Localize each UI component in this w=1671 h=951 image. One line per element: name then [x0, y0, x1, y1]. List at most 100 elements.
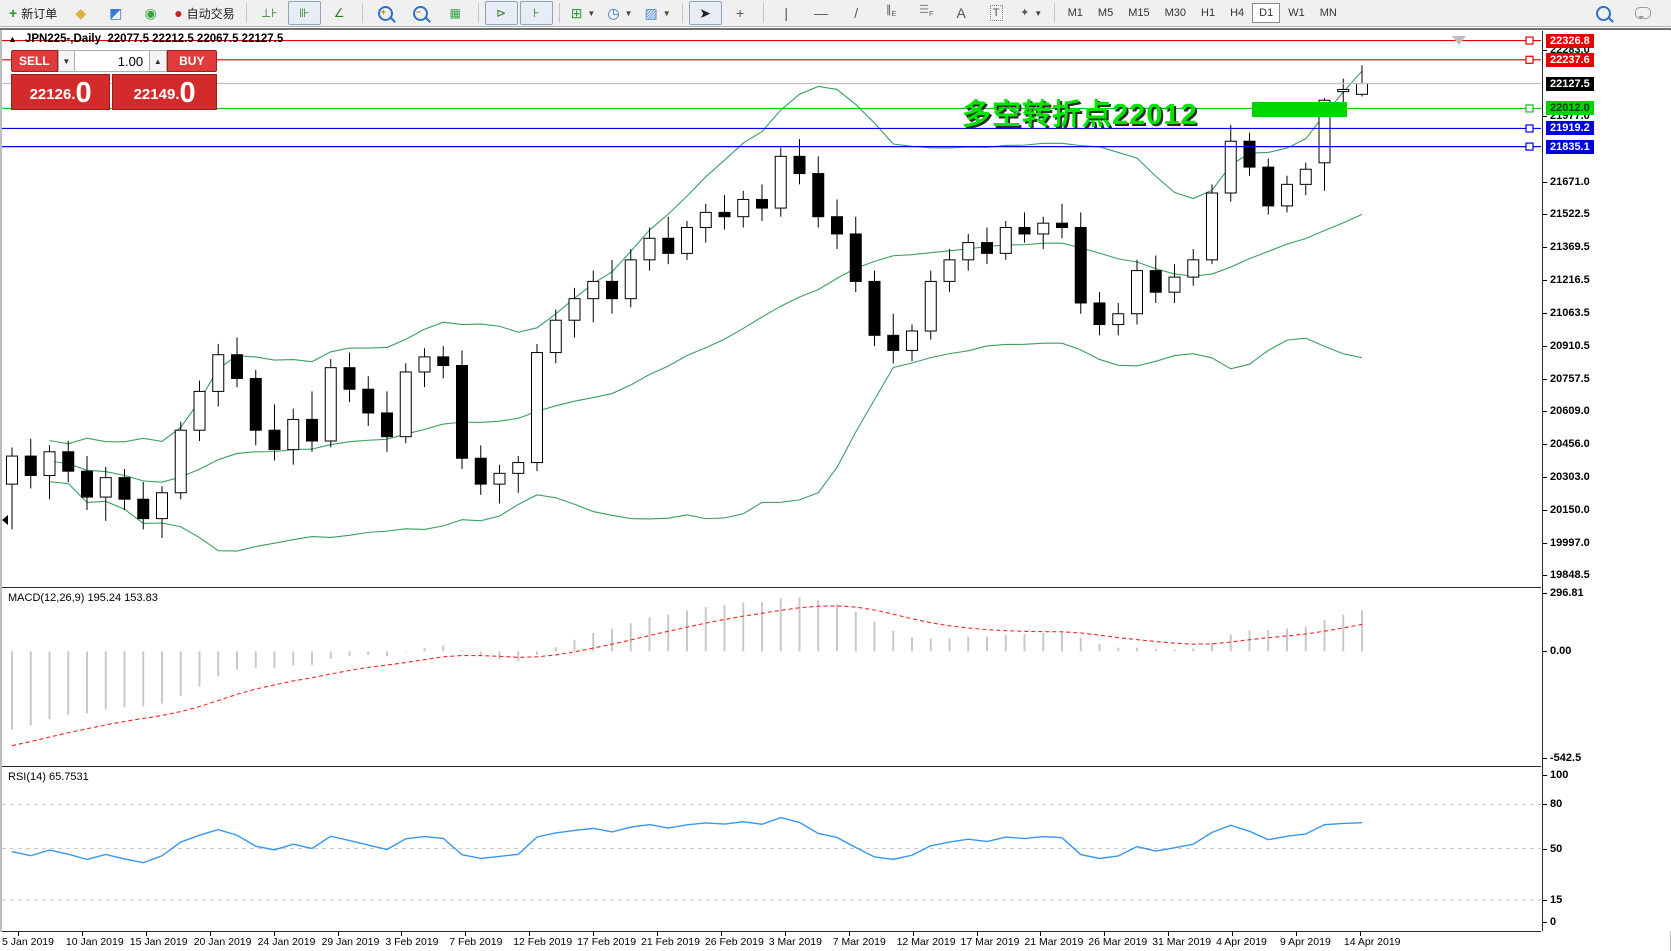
candlestick-chart-button[interactable]: ⊪ [287, 1, 321, 25]
text-label-button[interactable]: T [980, 1, 1013, 25]
toolbar-separator [681, 3, 683, 23]
one-click-trading-panel: SELL ▼ ▲ BUY 22126.0 22149.0 [11, 50, 217, 110]
timeframe-d1-button[interactable]: D1 [1252, 3, 1281, 23]
rsi-tick-label: 15 [1550, 893, 1563, 906]
buy-price-big-digit: 0 [179, 77, 196, 109]
new-chart-dropdown[interactable]: ⊞ ▼ [566, 1, 601, 25]
candle-body [568, 298, 581, 321]
price-tick-label: 21369.5 [1550, 241, 1590, 253]
period-dropdown[interactable]: ◷ ▼ [602, 1, 637, 25]
price-tick-label: 21671.0 [1550, 175, 1590, 188]
candle-body [1168, 276, 1181, 293]
candle-body [174, 429, 187, 494]
sell-price-big-digit: 0 [75, 77, 92, 109]
new-chart-icon: ⊞ [570, 5, 583, 21]
candle-body [437, 356, 450, 367]
auto-scroll-button[interactable]: ⊳ [484, 1, 518, 25]
macd-tick-label: 296.81 [1550, 587, 1584, 599]
timeframe-m15-button[interactable]: M15 [1128, 7, 1150, 19]
horizontal-line-button[interactable]: — [805, 1, 838, 25]
macd-canvas [11, 597, 1363, 747]
timeframe-m1-button[interactable]: M1 [1067, 7, 1083, 19]
sell-price-int: 22126 [29, 86, 72, 103]
axis-tick-mark [1543, 312, 1547, 314]
sell-price[interactable]: 22126. 0 [11, 74, 111, 110]
timeframe-m5-button[interactable]: M5 [1097, 7, 1114, 19]
auto-trading-button[interactable]: ● 自动交易 [169, 1, 239, 25]
candle-body [868, 280, 881, 336]
buy-price[interactable]: 22149. 0 [112, 74, 217, 110]
candle-body [906, 330, 918, 351]
chart-shift-icon: ⊦ [533, 6, 540, 20]
price-badge: 22127.5 [1546, 76, 1594, 91]
price-tick-label: 21063.5 [1550, 306, 1590, 319]
sell-button[interactable]: SELL [11, 50, 58, 72]
rsi-panel[interactable]: RSI(14) 65.7531 [2, 768, 1541, 932]
search-button[interactable] [1587, 1, 1620, 25]
date-label: 7 Feb 2019 [449, 936, 503, 948]
price-axis[interactable]: 22283.0 21977.0 21671.0 21522.5 21369.5 21216… [1542, 31, 1671, 931]
candle-body [1037, 222, 1050, 235]
text-button[interactable]: A [945, 1, 978, 25]
axis-tick-mark [1543, 378, 1547, 380]
new-order-button[interactable]: + 新订单 [4, 1, 62, 25]
candle-body [493, 472, 506, 485]
time-axis[interactable]: 5 Jan 2019 10 Jan 2019 15 Jan 2019 20 Jan 2… [0, 932, 1541, 951]
volume-increase-button[interactable]: ▲ [149, 50, 167, 72]
bar-chart-button[interactable]: ⊥⊦ [253, 1, 286, 25]
fibonacci-button[interactable]: ☰F [910, 1, 943, 25]
candle-body [512, 462, 525, 474]
new-order-icon: + [9, 5, 18, 21]
symbol-period-label: JPN225-,Daily [24, 33, 101, 45]
candle-body [1356, 83, 1368, 95]
candle-body [662, 237, 675, 254]
line-chart-button[interactable]: ∠ [323, 1, 356, 25]
chat-button[interactable] [1626, 1, 1659, 25]
candle-body [849, 233, 862, 282]
date-tick-mark [657, 932, 658, 936]
candle-body [231, 354, 243, 379]
volume-input[interactable] [75, 50, 150, 72]
equidistant-channel-button[interactable]: ∥E [875, 1, 908, 25]
volume-decrease-button[interactable]: ▼ [57, 50, 76, 72]
axis-tick-mark [1543, 411, 1547, 412]
timeframe-w1-button[interactable]: W1 [1288, 7, 1305, 19]
timeframe-h1-button[interactable]: H1 [1201, 7, 1216, 19]
line-chart-icon: ∠ [333, 6, 345, 20]
buy-button[interactable]: BUY [166, 50, 217, 72]
tile-windows-button[interactable]: ▦ [439, 1, 472, 25]
data-folder-button[interactable]: ◆ [64, 1, 97, 25]
price-tick-label: 20303.0 [1550, 471, 1590, 483]
date-tick-mark [145, 932, 147, 936]
candle-body [737, 198, 750, 218]
template-dropdown[interactable]: ▨ ▼ [639, 1, 675, 25]
search-icon [1596, 5, 1611, 21]
community-button[interactable]: ◩ [99, 1, 132, 25]
price-chart-panel[interactable] [2, 31, 1541, 588]
cursor-button[interactable]: ➤ [688, 1, 722, 25]
zoom-out-button[interactable]: − [404, 1, 437, 25]
chart-shift-button[interactable]: ⊦ [519, 1, 553, 25]
timeframe-m30-button[interactable]: M30 [1164, 7, 1187, 19]
date-label: 24 Jan 2019 [257, 936, 316, 948]
timeframe-mn-button[interactable]: MN [1319, 7, 1337, 19]
date-tick-mark [1168, 932, 1170, 936]
sell-price-dot: . [71, 86, 76, 103]
trendline-button[interactable]: / [840, 1, 873, 25]
date-tick-mark [18, 932, 19, 936]
timeframe-h4-button[interactable]: H4 [1230, 7, 1245, 19]
one-click-panel-toggle[interactable]: ▲ [8, 34, 17, 44]
scroll-left-marker-icon [2, 515, 8, 525]
crosshair-button[interactable]: + [724, 1, 757, 25]
candle-body [943, 259, 956, 282]
signals-button[interactable]: ◉ [134, 1, 167, 25]
zoom-in-button[interactable]: + [369, 1, 402, 25]
price-tick-label: 20150.0 [1550, 504, 1590, 516]
macd-panel[interactable]: MACD(12,26,9) 195.24 153.83 [2, 589, 1541, 767]
pivot-highlight-rectangle[interactable] [1252, 101, 1347, 118]
channel-icon: ∥E [886, 4, 897, 19]
candle-body [1224, 140, 1237, 194]
vertical-line-button[interactable]: | [770, 1, 803, 25]
chart-shift-marker-icon[interactable] [1452, 36, 1466, 45]
arrows-dropdown[interactable]: ✦ ▼ [1015, 1, 1048, 25]
